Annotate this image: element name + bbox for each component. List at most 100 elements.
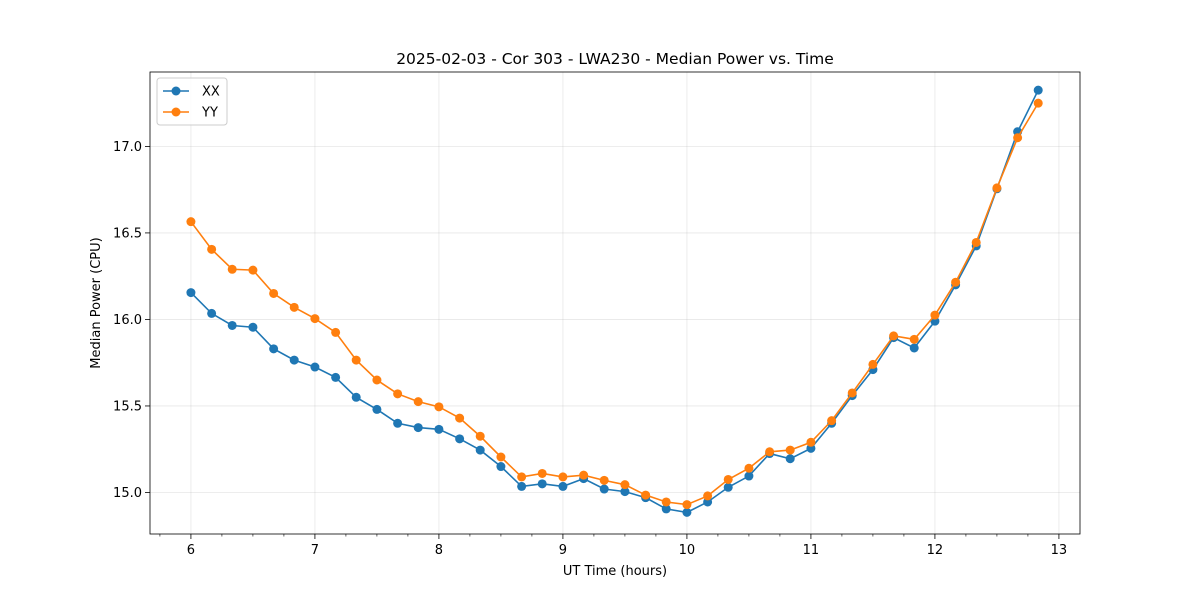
legend-marker-yy <box>171 107 181 117</box>
data-point-yy <box>909 334 919 344</box>
data-point-yy <box>331 327 341 337</box>
data-point-yy <box>744 463 754 473</box>
series-layer <box>186 85 1043 517</box>
grid <box>150 72 1080 534</box>
x-tick-label: 10 <box>679 543 696 558</box>
data-point-xx <box>310 362 320 372</box>
data-point-yy <box>434 402 444 412</box>
data-point-yy <box>723 474 733 484</box>
data-point-yy <box>889 331 899 341</box>
data-point-yy <box>765 447 775 457</box>
chart-title: 2025-02-03 - Cor 303 - LWA230 - Median P… <box>396 50 834 68</box>
data-point-yy <box>455 413 465 423</box>
data-point-yy <box>289 302 299 312</box>
data-point-yy <box>186 217 196 227</box>
data-point-yy <box>558 472 568 482</box>
data-point-xx <box>1033 85 1043 95</box>
data-point-xx <box>599 484 609 494</box>
x-tick-label: 12 <box>927 543 944 558</box>
data-point-yy <box>620 480 630 490</box>
data-point-xx <box>413 423 423 433</box>
x-tick-label: 6 <box>187 543 195 558</box>
data-point-yy <box>310 314 320 324</box>
y-tick-label: 16.0 <box>113 313 142 328</box>
data-point-yy <box>351 355 361 365</box>
data-point-yy <box>1013 133 1023 143</box>
data-point-xx <box>227 320 237 330</box>
data-point-xx <box>475 445 485 455</box>
data-point-xx <box>207 308 217 318</box>
legend-label-yy: YY <box>201 106 218 121</box>
data-point-xx <box>248 322 258 332</box>
series-yy <box>186 98 1043 510</box>
x-tick-label: 11 <box>803 543 820 558</box>
data-point-yy <box>227 264 237 274</box>
data-point-yy <box>269 288 279 298</box>
x-tick-label: 13 <box>1051 543 1068 558</box>
data-point-yy <box>930 310 940 320</box>
data-point-xx <box>351 392 361 402</box>
data-point-yy <box>207 244 217 254</box>
y-tick-label: 17.0 <box>113 140 142 155</box>
y-tick-label: 15.5 <box>113 399 142 414</box>
x-tick-label: 8 <box>435 543 443 558</box>
data-point-yy <box>517 472 527 482</box>
data-point-yy <box>599 475 609 485</box>
data-point-yy <box>393 389 403 399</box>
series-line-xx <box>190 89 1039 514</box>
legend-item-xx: XX <box>163 85 220 100</box>
data-point-xx <box>393 418 403 428</box>
data-point-yy <box>785 445 795 455</box>
data-point-xx <box>682 507 692 517</box>
data-point-xx <box>331 372 341 382</box>
x-tick-label: 7 <box>311 543 319 558</box>
x-axis-label: UT Time (hours) <box>563 564 667 579</box>
data-point-yy <box>703 491 713 501</box>
data-point-xx <box>269 344 279 354</box>
data-point-yy <box>475 431 485 441</box>
y-axis-label: Median Power (CPU) <box>89 237 104 368</box>
data-point-xx <box>496 462 506 472</box>
data-point-xx <box>744 471 754 481</box>
series-line-yy <box>190 102 1039 506</box>
data-point-yy <box>413 397 423 407</box>
data-point-xx <box>434 424 444 434</box>
data-point-yy <box>847 388 857 398</box>
data-point-xx <box>186 288 196 298</box>
data-point-yy <box>641 490 651 500</box>
data-point-yy <box>951 277 961 287</box>
legend-label-xx: XX <box>202 85 220 100</box>
plot-frame <box>149 71 1081 535</box>
data-point-yy <box>372 375 382 385</box>
data-point-xx <box>785 454 795 464</box>
data-point-xx <box>517 481 527 491</box>
y-tick-label: 15.0 <box>113 486 142 501</box>
legend-item-yy: YY <box>163 106 218 121</box>
data-point-yy <box>971 237 981 247</box>
data-point-xx <box>537 479 547 489</box>
y-tick-label: 16.5 <box>113 226 142 241</box>
data-point-yy <box>682 500 692 510</box>
data-point-yy <box>1033 98 1043 108</box>
data-point-xx <box>661 504 671 514</box>
data-point-yy <box>579 470 589 480</box>
data-point-yy <box>827 416 837 426</box>
data-point-yy <box>806 437 816 447</box>
data-point-xx <box>909 343 919 353</box>
data-point-xx <box>723 482 733 492</box>
data-point-xx <box>558 481 568 491</box>
data-point-yy <box>496 452 506 462</box>
data-point-xx <box>289 355 299 365</box>
x-tick-label: 9 <box>559 543 567 558</box>
legend: XX YY <box>156 77 228 126</box>
data-point-xx <box>620 487 630 497</box>
data-point-yy <box>868 359 878 369</box>
axis-ticks: 6 7 8 9 10 11 12 13 15.0 15.5 16.0 16.5 17.0 <box>113 140 1067 558</box>
data-point-xx <box>455 434 465 444</box>
data-point-yy <box>992 183 1002 193</box>
data-point-yy <box>537 468 547 478</box>
data-point-yy <box>661 497 671 507</box>
data-point-yy <box>248 265 258 275</box>
legend-marker-xx <box>171 86 181 96</box>
